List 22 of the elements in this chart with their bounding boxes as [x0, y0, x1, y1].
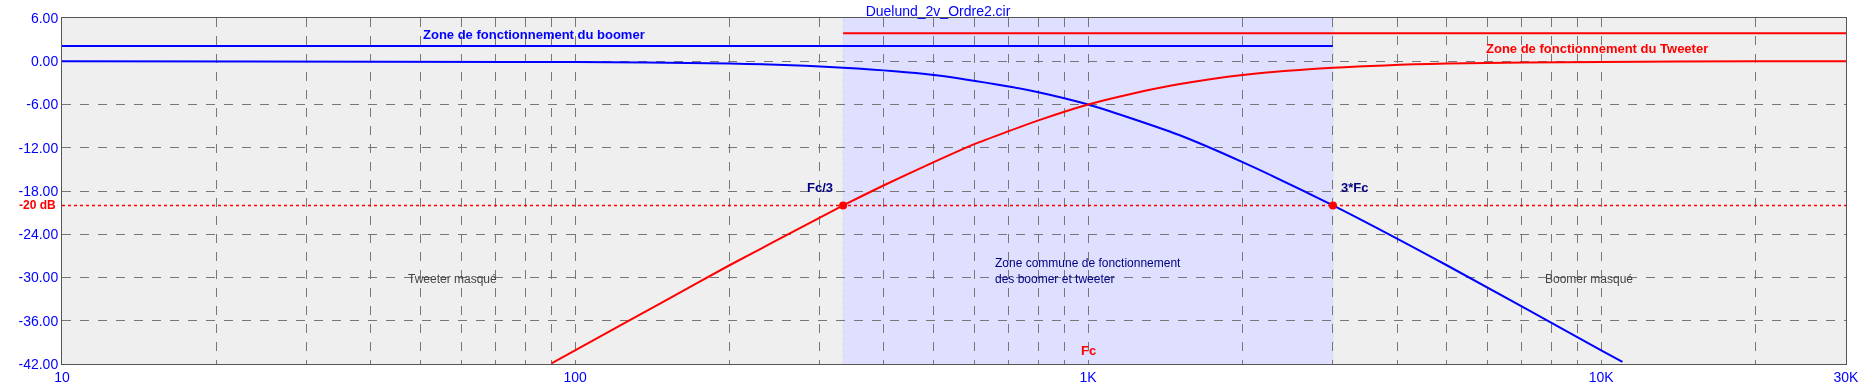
- y-tick-label: -18.00: [18, 182, 59, 199]
- annotation: Fc: [1081, 343, 1097, 358]
- y-tick-label: -24.00: [18, 226, 59, 243]
- band-label: Boomer masqué: [1545, 272, 1634, 286]
- ref-line-label: -20 dB: [19, 198, 57, 212]
- y-tick-label: 6.00: [30, 9, 59, 26]
- band-label: Zone commune de fonctionnement des boomer et tweeter: [995, 256, 1182, 286]
- y-tick-label: -12.00: [18, 139, 59, 156]
- x-tick-label: 1K: [1079, 368, 1098, 385]
- x-tick-label: 30K: [1833, 368, 1860, 385]
- y-tick-label: 0.00: [30, 53, 59, 70]
- chart-title: Duelund_2v_Ordre2.cir: [865, 2, 1011, 19]
- x-tick-label: 100: [563, 368, 587, 385]
- y-tick-label: -36.00: [18, 312, 59, 329]
- annotation: Zone de fonctionnement du Tweeter: [1486, 41, 1709, 56]
- annotation: Fc/3: [807, 180, 834, 195]
- band-label: Tweeter masqué: [408, 272, 498, 286]
- y-tick-label: -30.00: [18, 269, 59, 286]
- x-tick-label: 10K: [1588, 368, 1615, 385]
- y-tick-label: -6.00: [26, 96, 59, 113]
- annotation: 3*Fc: [1341, 180, 1369, 195]
- annotation: Zone de fonctionnement du boomer: [423, 27, 645, 42]
